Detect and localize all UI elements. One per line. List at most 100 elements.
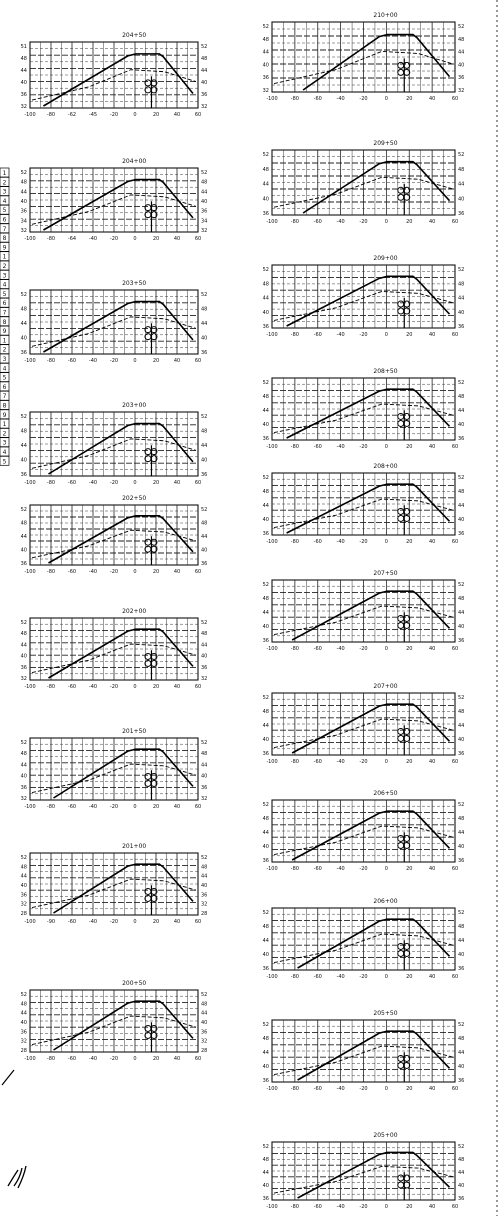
- x-tick-label: 40: [429, 974, 435, 980]
- y-tick-label: 44: [458, 830, 464, 836]
- x-tick-label: -100: [24, 236, 35, 242]
- x-tick-label: -20: [359, 96, 367, 102]
- existing-ground-line: [273, 933, 454, 964]
- x-tick-label: 40: [174, 112, 180, 118]
- proposed-grade-line: [48, 628, 194, 679]
- x-tick-label: -80: [291, 444, 299, 450]
- x-tick-label: -20: [110, 480, 118, 486]
- station-label: 206+00: [373, 898, 397, 905]
- y-tick-label: 44: [201, 1011, 207, 1017]
- pipe-marker: [144, 79, 152, 87]
- index-number: 7: [3, 226, 7, 233]
- y-tick-label: 44: [201, 762, 207, 768]
- x-tick-label: 20: [153, 112, 159, 118]
- y-tick-label: 44: [458, 1170, 464, 1176]
- y-tick-label: 52: [458, 582, 464, 588]
- x-tick-label: 0: [385, 444, 388, 450]
- y-tick-label: 36: [21, 1029, 27, 1035]
- station-label: 208+50: [373, 368, 397, 375]
- y-tick-label: 48: [201, 429, 207, 435]
- y-tick-label: 48: [201, 180, 207, 186]
- y-tick-label: 32: [263, 88, 269, 94]
- y-tick-label: 52: [263, 475, 269, 481]
- x-tick-label: 40: [174, 569, 180, 575]
- index-number: 1: [3, 337, 7, 344]
- x-tick-label: -80: [291, 646, 299, 652]
- y-tick-label: 40: [201, 458, 207, 464]
- y-tick-label: 44: [201, 321, 207, 327]
- x-tick-label: 60: [452, 539, 458, 545]
- y-tick-label: 44: [263, 408, 269, 414]
- x-tick-label: 60: [452, 646, 458, 652]
- y-tick-label: 40: [201, 654, 207, 660]
- existing-ground-line: [273, 498, 454, 529]
- x-tick-label: 60: [195, 1056, 201, 1062]
- y-tick-label: 40: [458, 844, 464, 850]
- y-tick-label: 36: [201, 785, 207, 791]
- x-tick-label: -64: [68, 236, 76, 242]
- y-tick-label: 40: [458, 737, 464, 743]
- pipe-marker: [397, 300, 405, 308]
- x-tick-label: -80: [47, 112, 55, 118]
- y-tick-label: 40: [458, 422, 464, 428]
- x-tick-label: -20: [359, 974, 367, 980]
- x-tick-label: -20: [359, 646, 367, 652]
- index-number: 6: [3, 300, 7, 307]
- cross-section-plot: 208+00 52 48 44 40 36 52 48 44 40 36 -100 -80 -60 -40 -…: [263, 463, 465, 545]
- y-tick-label: 40: [263, 1064, 269, 1070]
- y-tick-label: 36: [263, 751, 269, 757]
- margin-index-strip: 1 2 3 4 5 6 7 8 9 1 2 3 4 5 6 7 8 9 1 2 3 4 5 6 7 8 9 1 2 3 4 5: [0, 167, 10, 466]
- x-tick-label: -60: [314, 866, 322, 872]
- y-tick-label: 48: [201, 307, 207, 313]
- x-tick-label: -40: [89, 480, 97, 486]
- y-tick-label: 40: [263, 737, 269, 743]
- y-tick-label: 36: [263, 436, 269, 442]
- y-tick-label: 40: [458, 1183, 464, 1189]
- y-tick-label: 48: [201, 751, 207, 757]
- y-tick-label: 52: [201, 292, 207, 298]
- index-number: 1: [3, 421, 7, 428]
- y-tick-label: 48: [21, 429, 27, 435]
- y-tick-label: 28: [21, 1048, 27, 1054]
- y-tick-label: 52: [201, 855, 207, 861]
- y-tick-label: 36: [263, 75, 269, 81]
- x-tick-label: -60: [314, 96, 322, 102]
- y-tick-label: 40: [458, 1064, 464, 1070]
- proposed-grade-line: [291, 590, 451, 641]
- y-tick-label: 48: [263, 37, 269, 43]
- x-tick-label: 0: [385, 539, 388, 545]
- y-tick-label: 44: [201, 642, 207, 648]
- y-tick-label: 48: [21, 521, 27, 527]
- y-tick-label: 40: [458, 624, 464, 630]
- x-tick-label: 20: [406, 646, 412, 652]
- y-tick-label: 52: [458, 1022, 464, 1028]
- proposed-grade-line: [297, 918, 451, 969]
- x-tick-label: -80: [291, 1086, 299, 1092]
- y-tick-label: 48: [458, 596, 464, 602]
- y-tick-label: 48: [263, 1036, 269, 1042]
- pipe-marker: [144, 538, 152, 546]
- pipe-marker: [144, 887, 152, 895]
- y-tick-label: 44: [458, 50, 464, 56]
- existing-ground-line: [31, 316, 197, 347]
- y-tick-label: 32: [458, 88, 464, 94]
- y-tick-label: 48: [458, 816, 464, 822]
- y-tick-label: 40: [263, 62, 269, 68]
- y-tick-label: 32: [201, 104, 207, 110]
- y-tick-label: 44: [458, 182, 464, 188]
- y-tick-label: 52: [21, 170, 27, 176]
- station-label: 202+00: [122, 608, 146, 615]
- pipe-marker: [397, 61, 405, 69]
- y-tick-label: 44: [458, 296, 464, 302]
- y-tick-label: 48: [263, 924, 269, 930]
- index-number: 5: [3, 207, 7, 214]
- x-tick-label: 60: [195, 684, 201, 690]
- index-number: 8: [3, 403, 7, 410]
- x-tick-label: -80: [291, 759, 299, 765]
- y-tick-label: 40: [458, 62, 464, 68]
- handwritten-initials: [7, 1165, 27, 1189]
- x-tick-label: -20: [359, 539, 367, 545]
- x-tick-label: 0: [385, 219, 388, 225]
- y-tick-label: 48: [201, 631, 207, 637]
- y-tick-label: 44: [263, 50, 269, 56]
